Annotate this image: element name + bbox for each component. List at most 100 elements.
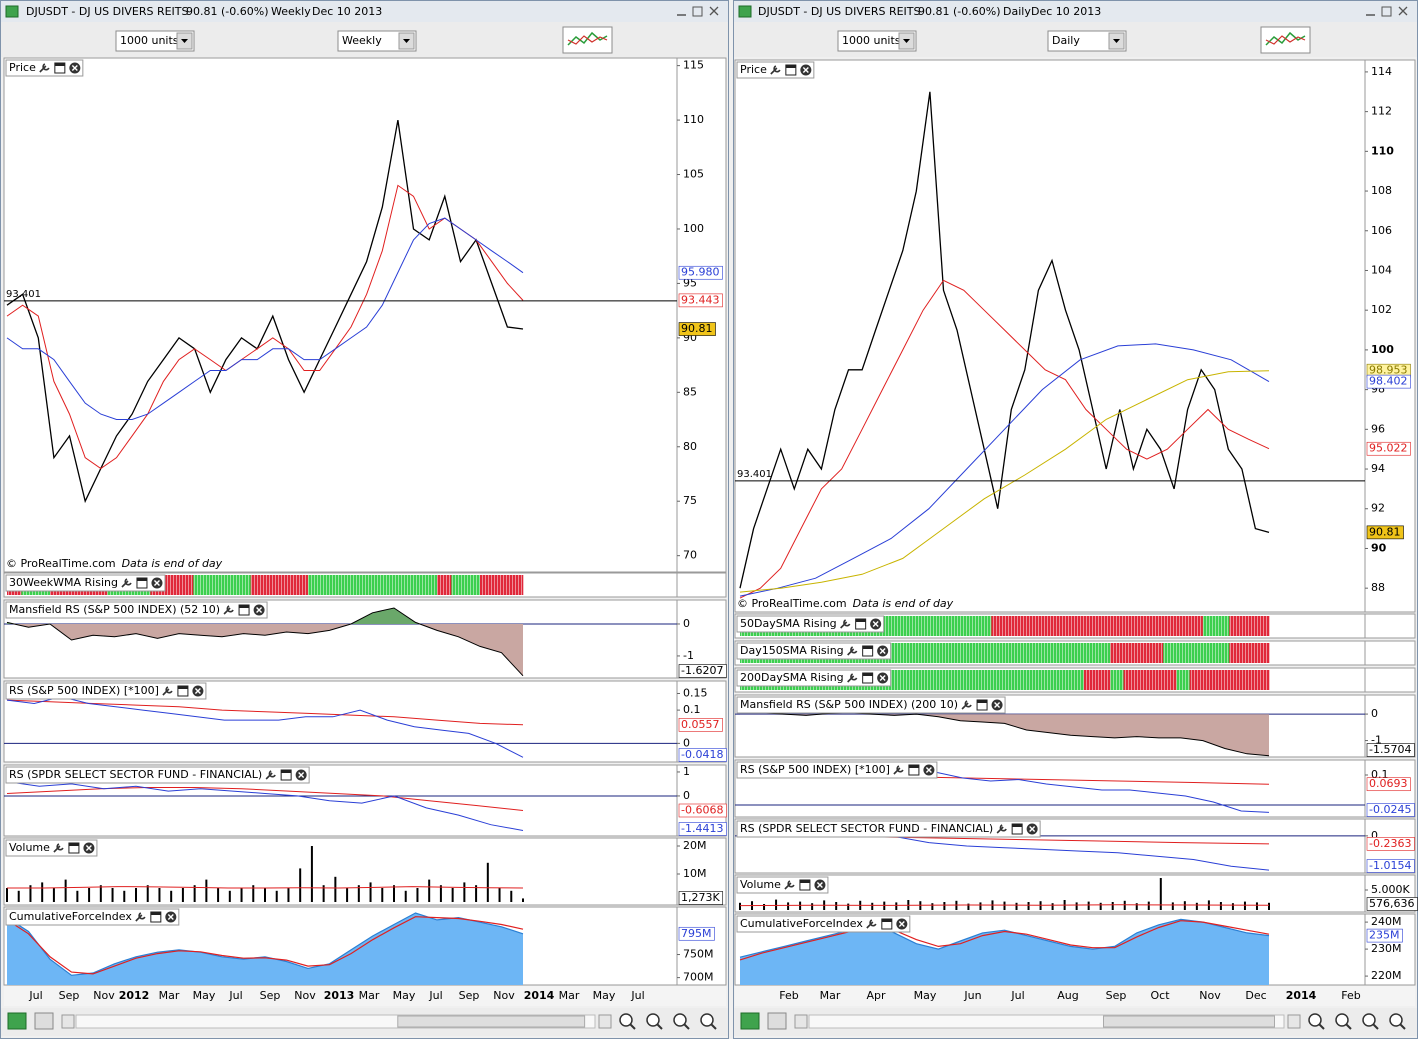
tool-icon[interactable] bbox=[34, 1012, 54, 1030]
wrench-icon[interactable] bbox=[770, 65, 781, 75]
scroll-right[interactable] bbox=[598, 1014, 612, 1029]
value-marker-label: -1.5704 bbox=[1369, 743, 1411, 756]
maximize-button[interactable] bbox=[692, 6, 703, 17]
zoom-icon[interactable] bbox=[646, 1013, 660, 1027]
x-tick-label: Feb bbox=[1341, 989, 1360, 1002]
scroll-thumb[interactable] bbox=[1103, 1015, 1275, 1028]
wrench-icon[interactable] bbox=[847, 673, 858, 683]
chart-style-button[interactable] bbox=[562, 26, 613, 54]
rising-state bbox=[1044, 616, 1058, 636]
value-marker-label: 98.953 bbox=[1369, 364, 1408, 377]
wrench-icon[interactable] bbox=[996, 824, 1007, 834]
dropdown-text: 1000 units bbox=[120, 34, 179, 47]
volume-bar bbox=[1255, 902, 1258, 910]
wrench-icon[interactable] bbox=[53, 843, 64, 853]
zoom-icon[interactable] bbox=[700, 1013, 714, 1027]
title-text: Daily bbox=[1003, 5, 1031, 18]
zoom-icon[interactable] bbox=[1389, 1013, 1403, 1027]
close-icon-x bbox=[298, 772, 305, 778]
value-marker-label: 90.81 bbox=[681, 322, 713, 335]
volume-bar bbox=[1123, 900, 1126, 910]
chart-style-icon2 bbox=[1265, 35, 1306, 45]
dropdown[interactable] bbox=[337, 30, 417, 52]
volume-bar bbox=[41, 882, 44, 903]
zoom-icon[interactable] bbox=[673, 1013, 687, 1027]
value-marker bbox=[678, 664, 727, 678]
window-icon-bar bbox=[54, 63, 65, 66]
chart-style-button[interactable] bbox=[1260, 26, 1311, 54]
scroll-right[interactable] bbox=[1287, 1014, 1301, 1029]
panel-label-bg bbox=[5, 574, 166, 592]
title-text: Weekly bbox=[271, 5, 311, 18]
rising-state bbox=[1097, 670, 1111, 690]
volume-bar bbox=[264, 888, 266, 903]
wrench-icon[interactable] bbox=[265, 770, 276, 780]
y-tick-label: 90 bbox=[1371, 541, 1387, 554]
tool-icon[interactable] bbox=[7, 1012, 27, 1030]
rising-state bbox=[1176, 643, 1190, 663]
wrench-icon[interactable] bbox=[840, 619, 851, 629]
zoom-icon[interactable] bbox=[1308, 1013, 1322, 1027]
scroll-left[interactable] bbox=[794, 1014, 808, 1029]
volume-bar bbox=[475, 885, 478, 903]
wrench-icon[interactable] bbox=[893, 765, 904, 775]
volume-bar bbox=[346, 888, 349, 903]
rising-state bbox=[1216, 643, 1230, 663]
wrench-icon[interactable] bbox=[847, 646, 858, 656]
tool-icon[interactable] bbox=[740, 1012, 760, 1030]
y-tick-label: 102 bbox=[1371, 303, 1392, 316]
volume-bar bbox=[486, 862, 489, 903]
panel-plot bbox=[739, 878, 1270, 910]
zoom-handle bbox=[1399, 1023, 1406, 1030]
rising-state bbox=[1216, 670, 1230, 690]
zoom-icon[interactable] bbox=[619, 1013, 633, 1027]
zoom-handle bbox=[629, 1023, 636, 1030]
tool-icon[interactable] bbox=[767, 1012, 787, 1030]
dropdown-arrow bbox=[903, 39, 910, 43]
volume-bar bbox=[228, 890, 231, 903]
zoom-icon[interactable] bbox=[1335, 1013, 1349, 1027]
dropdown[interactable] bbox=[837, 30, 917, 52]
rising-state bbox=[1149, 616, 1164, 636]
dropdown[interactable] bbox=[115, 30, 195, 52]
volume-bar bbox=[1171, 902, 1174, 910]
wrench-icon[interactable] bbox=[223, 605, 234, 615]
zoom-icon[interactable] bbox=[1362, 1013, 1376, 1027]
scroll-thumb[interactable] bbox=[397, 1015, 586, 1028]
wrench-icon[interactable] bbox=[135, 912, 146, 922]
wrench-icon[interactable] bbox=[39, 63, 50, 73]
rising-state bbox=[1229, 670, 1243, 690]
y-tick-label: 5.000K bbox=[1371, 883, 1410, 896]
rising-state bbox=[422, 575, 438, 595]
rising-state bbox=[951, 643, 966, 663]
close-button[interactable] bbox=[709, 6, 719, 16]
volume-bar bbox=[847, 903, 850, 910]
dropdown[interactable] bbox=[1047, 30, 1127, 52]
wrench-icon[interactable] bbox=[866, 919, 877, 929]
wrench-icon[interactable] bbox=[121, 578, 132, 588]
volume-bar bbox=[1219, 902, 1222, 910]
volume-bar bbox=[1183, 901, 1186, 910]
volume-bar bbox=[193, 885, 196, 903]
x-axis-bg bbox=[735, 986, 1415, 1006]
scroll-left[interactable] bbox=[61, 1014, 75, 1029]
zoom-handle bbox=[656, 1023, 663, 1030]
close-icon-x bbox=[194, 688, 201, 694]
title-text: DJUSDT - DJ US DIVERS REITS bbox=[26, 5, 189, 18]
wrench-icon[interactable] bbox=[961, 700, 972, 710]
x-tick-label: Mar bbox=[359, 989, 380, 1002]
close-button[interactable] bbox=[1398, 6, 1408, 16]
dropdown-text: Daily bbox=[1052, 34, 1080, 47]
wrench-icon[interactable] bbox=[784, 880, 795, 890]
wrench-icon[interactable] bbox=[162, 686, 173, 696]
x-tick-label: Jul bbox=[1010, 989, 1024, 1002]
volume-bar bbox=[287, 888, 290, 903]
rising-state bbox=[1083, 670, 1098, 690]
panel-label: 30WeekWMA Rising bbox=[9, 576, 118, 589]
window-icon-bar bbox=[855, 619, 866, 622]
volume-bar bbox=[275, 890, 278, 903]
value-marker bbox=[678, 748, 727, 762]
y-tick-label: 85 bbox=[683, 385, 697, 398]
maximize-button[interactable] bbox=[1381, 6, 1392, 17]
y-tick-label: 88 bbox=[1371, 581, 1385, 594]
